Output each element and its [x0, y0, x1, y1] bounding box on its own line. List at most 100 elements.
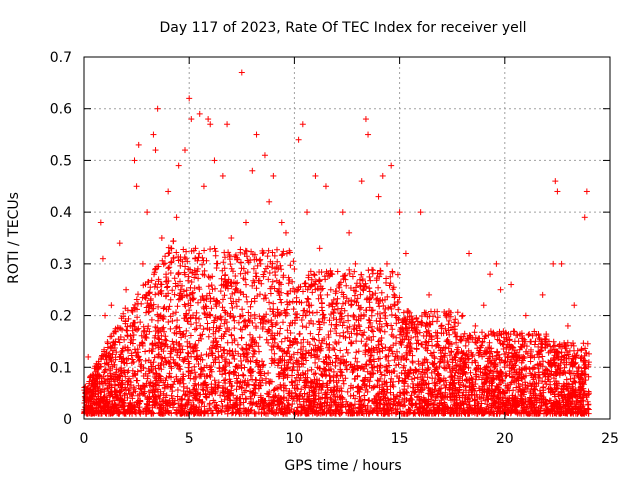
data-point-0-52 [270, 172, 277, 179]
data-point-0-14 [127, 322, 134, 329]
data-point-0-110 [585, 390, 592, 397]
data-point-0-51 [266, 198, 273, 205]
data-point-0-66 [333, 322, 340, 329]
data-point-0-35 [196, 110, 203, 117]
data-point-0-49 [257, 260, 264, 267]
data-point-0-92 [493, 260, 500, 267]
x-tick-label-5: 25 [601, 431, 619, 447]
y-tick-label-1: 0.1 [50, 360, 72, 376]
data-point-0-90 [480, 302, 487, 309]
data-point-0-84 [434, 338, 441, 345]
data-point-0-103 [554, 188, 561, 195]
data-point-0-16 [133, 183, 140, 190]
data-point-0-63 [316, 245, 323, 252]
data-point-0-26 [165, 188, 172, 195]
data-point-0-94 [501, 338, 508, 345]
data-point-0-95 [508, 281, 515, 288]
data-point-0-41 [219, 172, 226, 179]
data-point-0-61 [308, 302, 315, 309]
y-tick-label-6: 0.6 [50, 102, 72, 118]
data-point-0-22 [152, 147, 159, 154]
data-point-0-87 [459, 312, 466, 319]
data-point-0-97 [522, 312, 529, 319]
data-point-0-77 [388, 162, 395, 169]
x-tick-label-2: 10 [285, 431, 303, 447]
data-point-0-108 [581, 214, 588, 221]
data-point-0-6 [99, 255, 106, 262]
chart-title: Day 117 of 2023, Rate Of TEC Index for r… [159, 20, 526, 36]
data-point-0-75 [379, 172, 386, 179]
data-point-0-28 [173, 214, 180, 221]
data-point-0-60 [304, 209, 311, 216]
data-point-0-48 [253, 131, 260, 138]
data-point-0-3 [91, 400, 98, 407]
data-point-0-102 [552, 178, 559, 185]
data-point-0-13 [123, 286, 130, 293]
grid-lines [84, 57, 610, 419]
data-point-0-15 [131, 157, 138, 164]
y-tick-label-5: 0.5 [50, 153, 72, 169]
data-point-0-67 [339, 209, 346, 216]
data-point-0-54 [278, 219, 285, 226]
data-point-0-93 [497, 286, 504, 293]
data-point-0-89 [472, 322, 479, 329]
data-point-0-73 [369, 291, 376, 298]
data-point-0-99 [539, 291, 546, 298]
data-point-0-88 [466, 250, 473, 257]
data-point-0-71 [362, 116, 369, 123]
data-point-0-40 [215, 353, 222, 360]
y-tick-label-2: 0.2 [50, 309, 72, 325]
data-point-0-82 [417, 209, 424, 216]
data-point-0-76 [383, 260, 390, 267]
y-tick-label-7: 0.7 [50, 50, 72, 66]
data-point-0-27 [169, 338, 176, 345]
data-point-0-64 [322, 183, 329, 190]
data-point-0-104 [558, 260, 565, 267]
data-point-0-83 [426, 291, 433, 298]
data-point-0-39 [211, 157, 218, 164]
data-point-0-30 [177, 286, 184, 293]
data-point-0-47 [249, 167, 256, 174]
data-point-0-100 [545, 338, 552, 345]
data-point-0-36 [200, 183, 207, 190]
data-point-0-72 [365, 131, 372, 138]
data-point-0-9 [108, 302, 115, 309]
data-point-0-37 [205, 116, 212, 123]
data-point-0-85 [442, 312, 449, 319]
data-point-0-59 [299, 121, 306, 128]
dense-measurement-cloud [81, 238, 592, 417]
data-point-0-24 [158, 235, 165, 241]
data-point-0-58 [295, 136, 302, 143]
data-point-0-62 [312, 172, 319, 179]
data-point-0-29 [175, 162, 182, 169]
data-point-0-32 [186, 95, 193, 102]
data-point-0-65 [329, 271, 336, 278]
data-point-0-18 [139, 260, 146, 267]
data-point-0-106 [571, 302, 578, 309]
data-point-0-38 [207, 121, 214, 128]
tick-labels: 0 5 10 15 20 25 0 0.1 0.2 0.3 0.4 0.5 0.6 0.7 [50, 50, 619, 447]
data-point-0-7 [102, 312, 109, 319]
data-point-0-43 [228, 235, 235, 241]
data-point-0-42 [224, 121, 231, 128]
plot-frame [83, 56, 611, 420]
data-point-0-20 [148, 302, 155, 309]
data-point-0-78 [392, 312, 399, 319]
x-tick-label-1: 5 [185, 431, 194, 447]
data-point-0-86 [451, 353, 458, 360]
y-tick-label-0: 0 [63, 412, 72, 428]
data-point-0-70 [358, 178, 365, 185]
data-point-0-68 [346, 229, 353, 236]
data-point-0-44 [232, 286, 239, 293]
data-point-0-19 [144, 209, 151, 216]
data-point-0-12 [120, 369, 127, 376]
axis-ticks [83, 56, 611, 420]
data-point-0-101 [550, 260, 557, 267]
data-point-0-107 [577, 374, 584, 381]
data-point-0-4 [95, 364, 102, 371]
data-point-0-11 [116, 240, 123, 247]
x-tick-label-0: 0 [80, 431, 89, 447]
data-point-0-69 [352, 260, 359, 267]
data-point-0-23 [154, 105, 161, 112]
data-point-0-79 [396, 209, 403, 216]
